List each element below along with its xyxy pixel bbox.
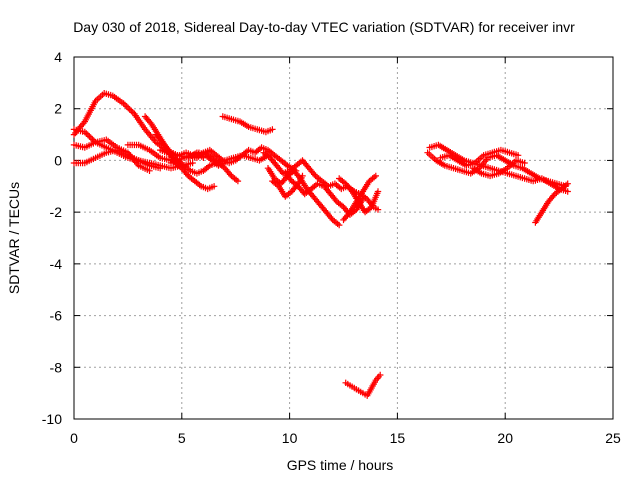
data-point xyxy=(157,137,165,144)
data-point xyxy=(210,183,218,190)
data-point xyxy=(234,177,242,185)
x-axis-label: GPS time / hours xyxy=(287,457,394,473)
data-point xyxy=(374,188,382,195)
plot-frame xyxy=(73,56,614,420)
x-tick-label: 10 xyxy=(282,430,298,446)
series-arc-11 xyxy=(219,113,276,136)
y-tick-label: 0 xyxy=(54,152,62,168)
x-tick-label: 20 xyxy=(497,430,513,446)
y-tick-label: -2 xyxy=(50,204,63,220)
y-tick-labels: 4 2 0 -2 -4 -6 -8 -10 xyxy=(42,49,62,427)
data-point xyxy=(125,104,132,112)
data-point xyxy=(123,103,130,110)
y-tick-label: -8 xyxy=(50,359,63,375)
grid xyxy=(74,57,613,419)
series-arc-3 xyxy=(70,136,153,174)
data-point xyxy=(287,176,294,183)
data-point xyxy=(226,171,234,178)
data-point xyxy=(120,100,127,107)
data-point xyxy=(521,159,528,167)
data-point xyxy=(126,106,133,113)
series-arc-4 xyxy=(70,146,164,172)
y-tick-label: -10 xyxy=(42,411,62,427)
x-tick-labels: 0 5 10 15 20 25 xyxy=(70,430,621,446)
series-arc-10 xyxy=(189,149,242,185)
data-point xyxy=(128,107,135,115)
y-tick-label: -4 xyxy=(50,256,63,272)
axis-ticks xyxy=(73,56,614,420)
data-point xyxy=(374,206,382,213)
data-point xyxy=(89,136,96,143)
series-arc-17 xyxy=(340,172,379,224)
series-arc-22 xyxy=(469,157,528,180)
data-point xyxy=(372,172,379,180)
x-tick-label: 25 xyxy=(605,430,621,446)
data-point xyxy=(269,126,276,133)
y-tick-label: 4 xyxy=(54,49,62,65)
data-point xyxy=(84,131,92,139)
data-point xyxy=(564,188,571,195)
data-point xyxy=(86,133,93,140)
series-arc-21 xyxy=(437,146,522,169)
x-tick-label: 15 xyxy=(390,430,406,446)
chart-title: Day 030 of 2018, Sidereal Day-to-day VTE… xyxy=(73,19,575,35)
data-point xyxy=(81,128,88,136)
series-arc-15 xyxy=(269,172,306,200)
data-point xyxy=(299,172,306,180)
x-tick-label: 0 xyxy=(70,430,78,446)
y-tick-label: -6 xyxy=(50,308,63,324)
y-axis-label: SDTVAR / TECUs xyxy=(6,182,22,294)
data-point xyxy=(311,171,318,178)
data-point xyxy=(147,119,154,126)
series-arc-23 xyxy=(532,180,571,226)
data-point xyxy=(336,221,343,229)
data-series xyxy=(70,90,571,399)
data-point xyxy=(183,171,191,178)
data-point xyxy=(564,180,571,187)
x-tick-label: 5 xyxy=(178,430,186,446)
data-point xyxy=(377,371,384,379)
y-tick-label: 2 xyxy=(54,101,62,117)
series-arc-7 xyxy=(152,131,218,193)
series-arc-18 xyxy=(342,371,384,399)
data-point xyxy=(157,165,164,172)
data-point xyxy=(514,152,522,159)
data-point xyxy=(87,134,95,142)
